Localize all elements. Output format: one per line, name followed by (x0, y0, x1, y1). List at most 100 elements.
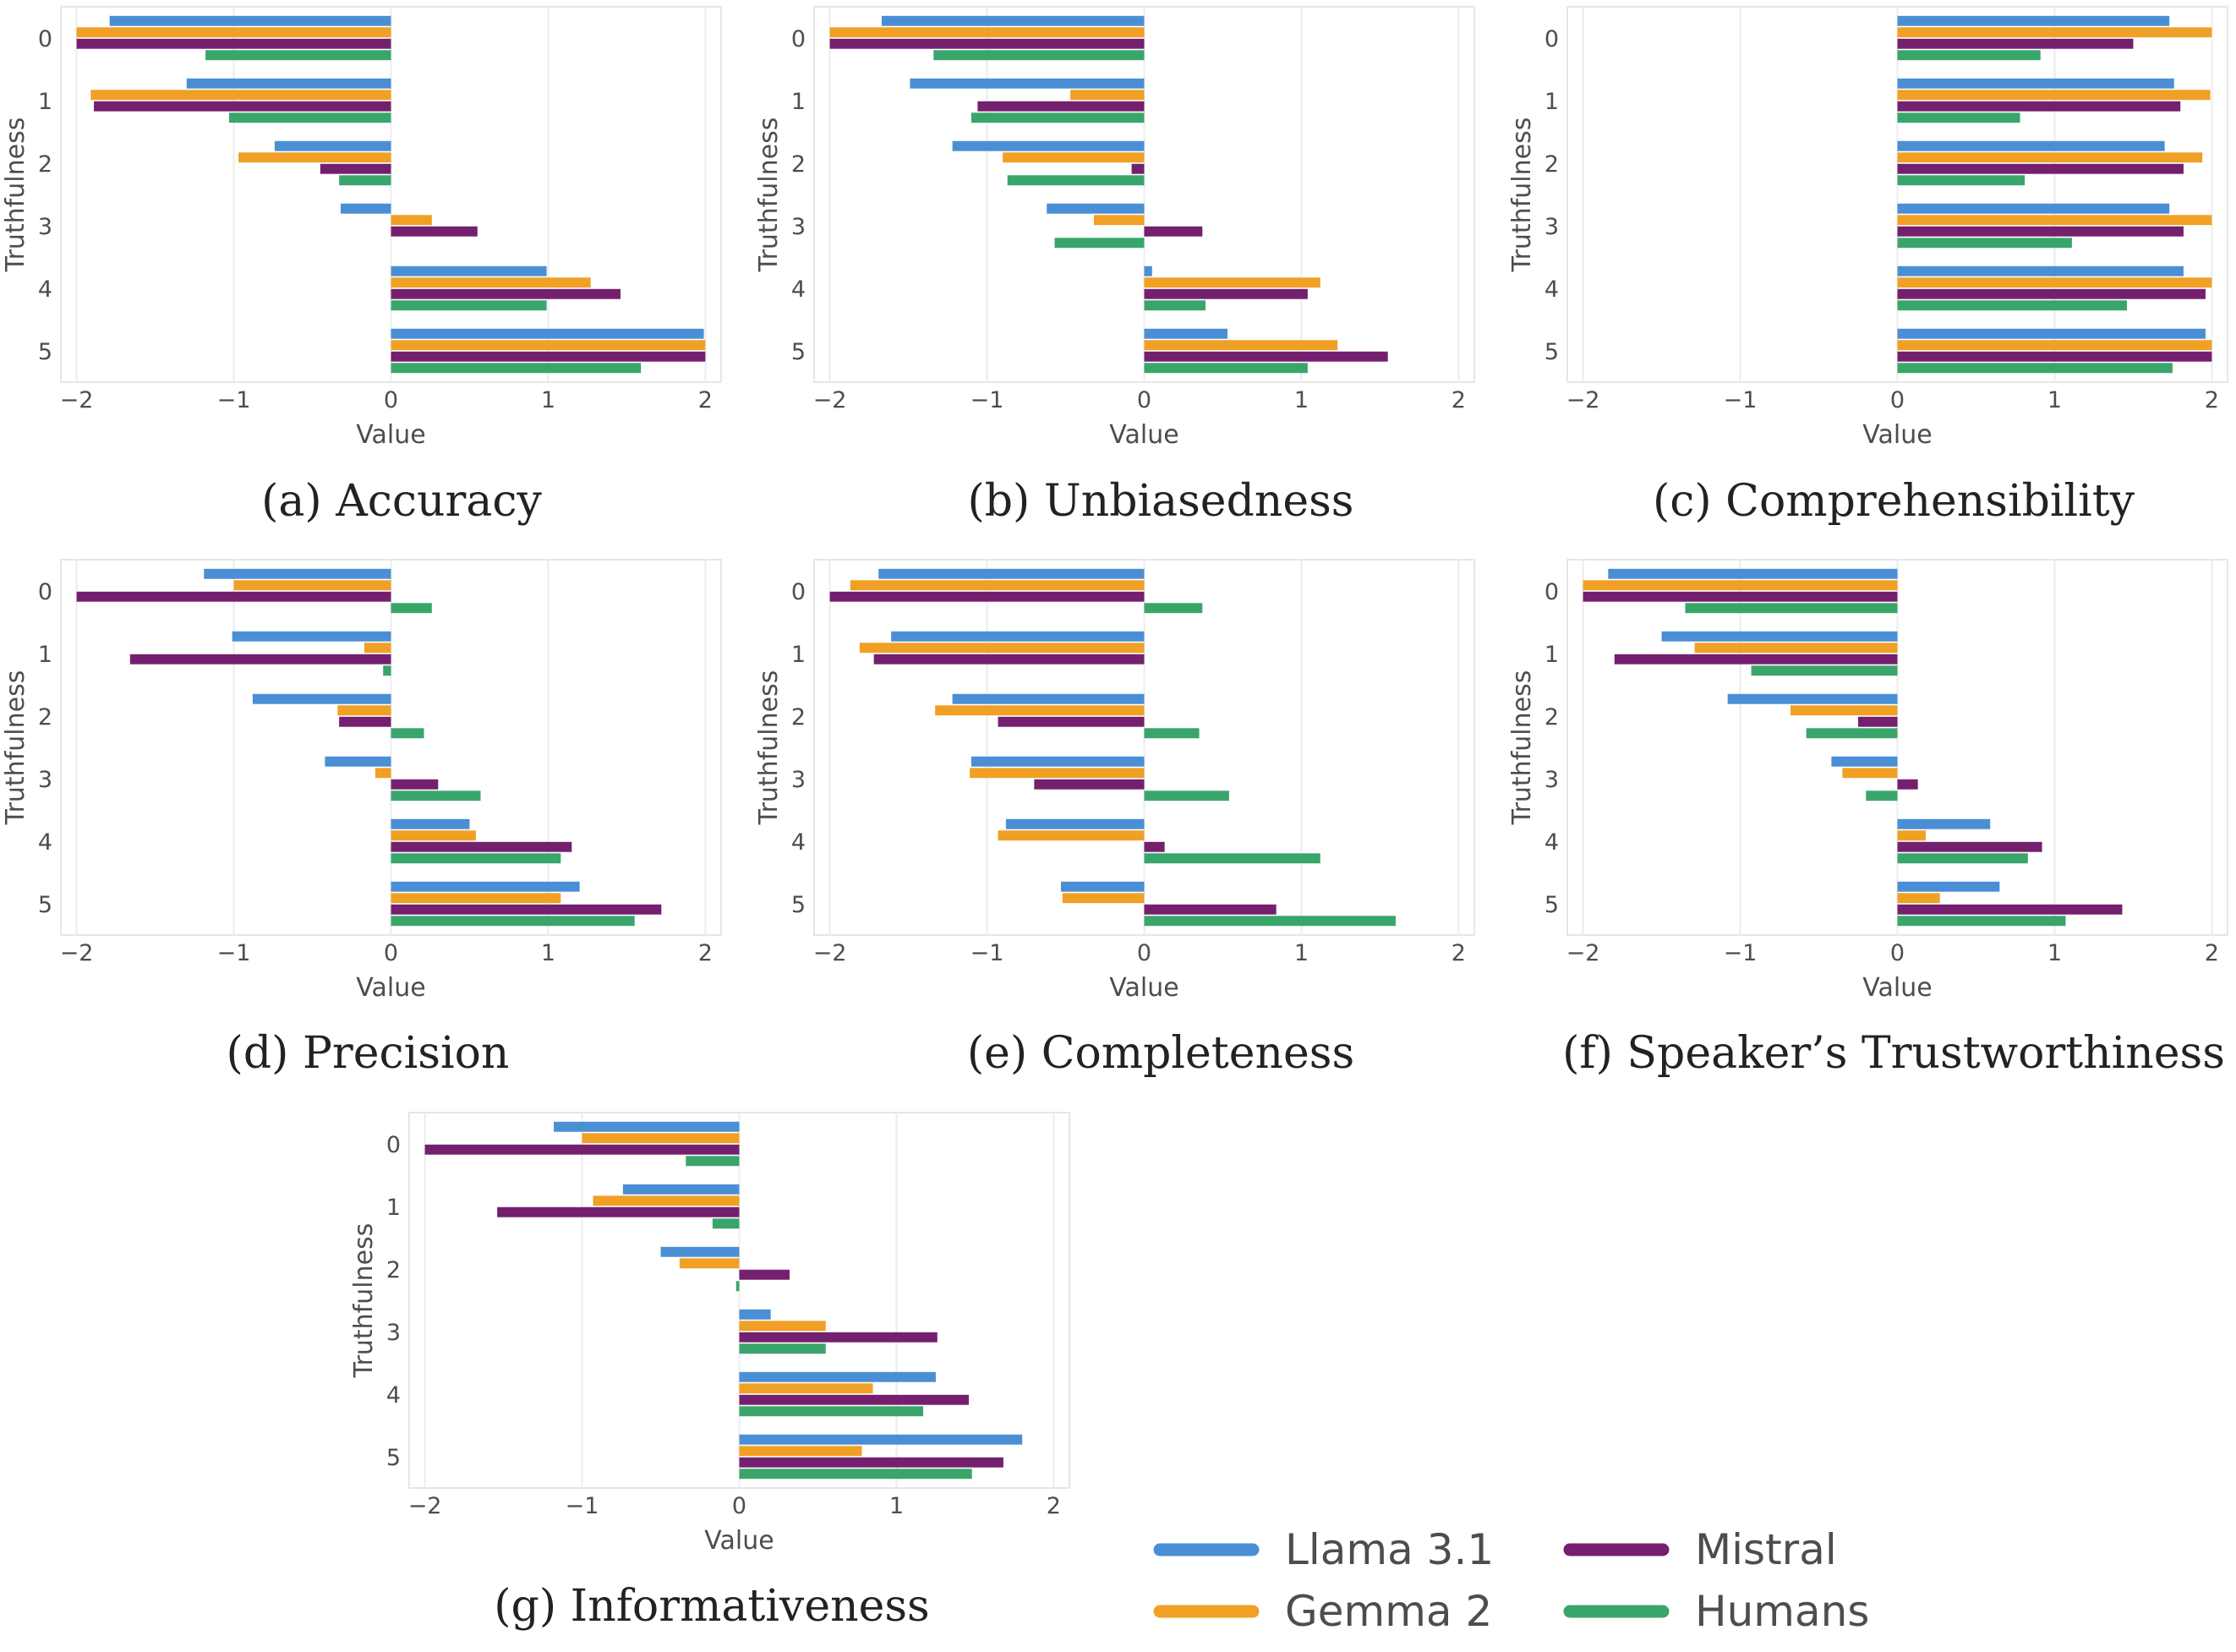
bar-humans (1897, 363, 2173, 374)
bar-humans (1866, 790, 1898, 801)
y-tick-label: 2 (38, 151, 52, 178)
bar-humans (1685, 603, 1898, 614)
bar-humans (1007, 175, 1145, 186)
x-tick-label: 0 (384, 940, 398, 966)
bar-mistral (739, 1332, 938, 1343)
panel-caption: (c) Comprehensibility (1653, 476, 2135, 527)
x-axis-label: Value (356, 420, 425, 450)
bar-llama-3-1 (1144, 328, 1228, 339)
y-tick-label: 3 (38, 767, 52, 793)
y-tick-label: 2 (791, 151, 806, 178)
x-tick-label: −2 (60, 940, 94, 966)
bar-mistral (94, 101, 391, 112)
x-tick-label: −2 (813, 387, 847, 413)
x-axis-label: Value (356, 973, 425, 1003)
bar-humans (391, 916, 635, 927)
bar-gemma-2 (739, 1383, 873, 1394)
bar-humans (1897, 916, 2066, 927)
bar-humans (1806, 728, 1898, 739)
bar-humans (1144, 916, 1397, 927)
x-axis-label: Value (1109, 973, 1178, 1003)
x-tick-label: −2 (408, 1493, 442, 1519)
bar-llama-3-1 (340, 203, 391, 214)
y-tick-label: 0 (791, 26, 806, 52)
bar-mistral (391, 904, 662, 915)
bar-humans (1144, 363, 1308, 374)
bar-mistral (829, 591, 1145, 602)
y-tick-label: 0 (791, 579, 806, 605)
bar-mistral (1614, 654, 1898, 665)
bar-gemma-2 (391, 215, 432, 226)
bar-gemma-2 (1897, 830, 1926, 841)
bar-mistral (977, 101, 1145, 112)
chart-panel: −2 −1 0 1 2 0 1 2 3 4 5 Value Truthfulness (f) Speake… (1507, 559, 2228, 1079)
bar-humans (391, 603, 432, 614)
bar-llama-3-1 (970, 756, 1145, 767)
bar-humans (970, 112, 1145, 123)
bar-mistral (391, 841, 572, 852)
x-tick-label: 2 (1451, 387, 1466, 413)
bar-llama-3-1 (952, 693, 1145, 704)
bar-gemma-2 (1897, 893, 1940, 904)
bar-mistral (391, 779, 439, 790)
bar-gemma-2 (391, 893, 561, 904)
bar-gemma-2 (582, 1133, 740, 1144)
x-tick-label: 2 (2205, 387, 2219, 413)
y-axis-label: Truthfulness (754, 118, 784, 273)
bar-mistral (1131, 163, 1145, 174)
y-tick-label: 5 (38, 892, 52, 918)
bar-llama-3-1 (391, 265, 547, 276)
bar-humans (391, 728, 424, 739)
x-tick-label: −2 (1566, 940, 1600, 966)
y-tick-label: 5 (38, 339, 52, 365)
bar-mistral (739, 1394, 969, 1405)
chart-panel: −2 −1 0 1 2 0 1 2 3 4 5 Value Truthfulness (b) Unbias… (754, 6, 1475, 527)
y-axis-label: Truthfulness (1, 670, 30, 826)
y-tick-label: 3 (1544, 767, 1559, 793)
bar-llama-3-1 (1897, 140, 2165, 151)
panel-caption: (b) Unbiasedness (967, 476, 1353, 527)
x-tick-label: −1 (566, 1493, 599, 1519)
chart-panel: −2 −1 0 1 2 0 1 2 3 4 5 Value Truthfulness (d) Precis… (1, 559, 722, 1079)
bar-humans (1054, 238, 1145, 249)
bar-llama-3-1 (1608, 568, 1898, 579)
bar-humans (1144, 790, 1229, 801)
bar-llama-3-1 (1897, 881, 2000, 892)
y-axis-label: Truthfulness (349, 1223, 379, 1379)
bar-humans (1144, 728, 1200, 739)
x-axis-label: Value (1862, 973, 1932, 1003)
y-tick-label: 3 (791, 767, 806, 793)
x-tick-label: −1 (970, 940, 1004, 966)
bar-gemma-2 (374, 768, 391, 779)
bar-llama-3-1 (660, 1246, 740, 1257)
bar-gemma-2 (391, 830, 476, 841)
legend-item: Humans (1563, 1587, 1869, 1636)
bar-gemma-2 (1062, 893, 1145, 904)
y-tick-label: 5 (386, 1445, 401, 1471)
x-axis-label: Value (704, 1526, 774, 1556)
legend-item: Llama 3.1 (1153, 1525, 1494, 1574)
legend-label: Humans (1695, 1587, 1869, 1636)
x-tick-label: 2 (2205, 940, 2219, 966)
y-tick-label: 4 (1544, 829, 1559, 856)
x-tick-label: −2 (813, 940, 847, 966)
bar-llama-3-1 (739, 1309, 771, 1320)
bar-mistral (424, 1144, 740, 1155)
bar-mistral (129, 654, 391, 665)
bar-gemma-2 (1694, 643, 1898, 654)
x-tick-label: 1 (1294, 387, 1309, 413)
bar-mistral (1897, 904, 2123, 915)
legend-label: Mistral (1695, 1525, 1837, 1574)
bar-mistral (339, 716, 391, 727)
x-tick-label: 2 (698, 940, 713, 966)
bar-mistral (1144, 288, 1308, 299)
y-tick-label: 4 (386, 1382, 401, 1409)
legend: Llama 3.1 Gemma 2 Mistral Humans (1153, 1525, 1869, 1636)
bar-gemma-2 (998, 830, 1145, 841)
bar-mistral (1897, 226, 2184, 237)
bar-llama-3-1 (910, 78, 1145, 89)
bar-llama-3-1 (391, 328, 704, 339)
bar-gemma-2 (1144, 340, 1338, 351)
bar-llama-3-1 (232, 631, 391, 642)
